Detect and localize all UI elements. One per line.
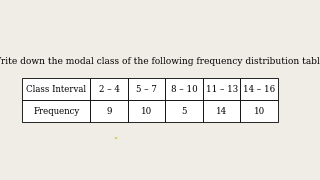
Text: 5: 5 [181, 107, 187, 116]
Text: 10: 10 [254, 107, 265, 116]
Bar [91, 100, 128, 122]
Text: Write down the modal class of the following frequency distribution table.: Write down the modal class of the follow… [0, 57, 320, 66]
Text: Frequency: Frequency [33, 107, 79, 116]
Bar [128, 78, 165, 100]
Bar [241, 100, 278, 122]
Bar [165, 78, 203, 100]
Bar [165, 100, 203, 122]
Text: 10: 10 [141, 107, 152, 116]
Bar [22, 78, 91, 100]
Text: 9: 9 [107, 107, 112, 116]
Text: 14: 14 [216, 107, 227, 116]
Bar [203, 78, 241, 100]
Text: 11 – 13: 11 – 13 [206, 84, 238, 93]
Text: 8 – 10: 8 – 10 [171, 84, 197, 93]
Bar [241, 78, 278, 100]
Text: 5 – 7: 5 – 7 [136, 84, 157, 93]
Text: ": " [113, 136, 117, 144]
Bar [91, 78, 128, 100]
Bar [203, 100, 241, 122]
Bar [128, 100, 165, 122]
Text: 14 – 16: 14 – 16 [243, 84, 275, 93]
Bar [22, 100, 91, 122]
Text: Class Interval: Class Interval [26, 84, 86, 93]
Text: 2 – 4: 2 – 4 [99, 84, 120, 93]
